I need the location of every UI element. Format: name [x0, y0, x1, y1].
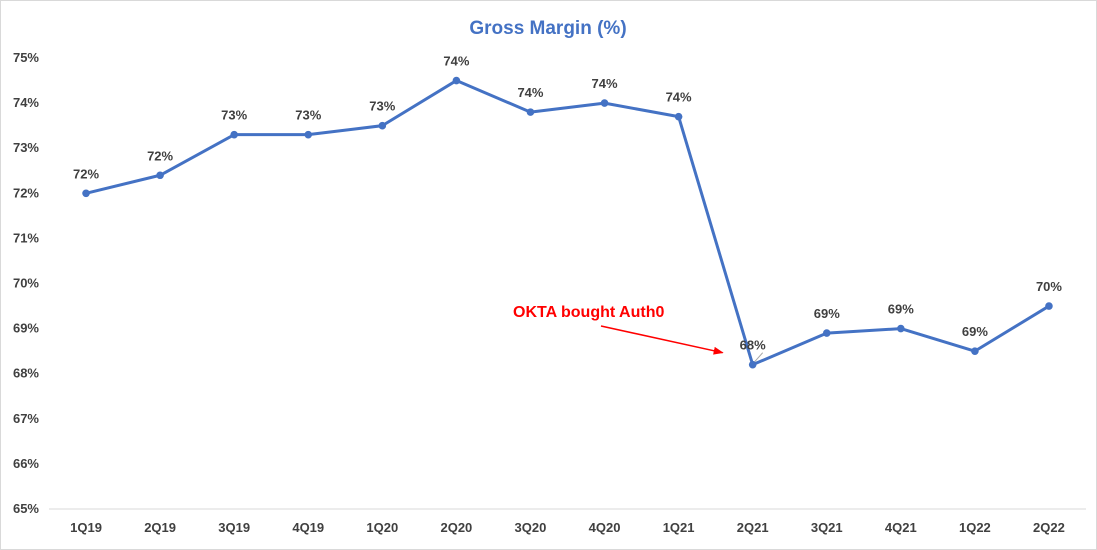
x-tick-label: 4Q19: [292, 520, 324, 535]
chart-title: Gross Margin (%): [469, 18, 626, 39]
x-tick-label: 1Q22: [959, 520, 991, 535]
x-tick-label: 1Q20: [366, 520, 398, 535]
data-point: [452, 76, 461, 85]
y-tick-label: 69%: [13, 321, 39, 336]
data-label: 69%: [814, 306, 840, 321]
data-point: [897, 324, 905, 333]
y-axis-ticks: 65% 66% 67% 68% 69% 70% 71% 72% 73% 74% 75%: [13, 50, 39, 516]
y-tick-label: 75%: [13, 50, 39, 65]
x-tick-label: 2Q19: [144, 520, 176, 535]
x-tick-label: 3Q19: [218, 520, 250, 535]
data-point: [156, 171, 164, 180]
label-leader-line: [754, 352, 764, 363]
annotation-arrow: [600, 325, 724, 355]
data-label: 73%: [295, 108, 321, 123]
data-point: [748, 360, 757, 369]
data-label: 70%: [1036, 279, 1062, 294]
data-label: 68%: [740, 338, 766, 353]
annotation-text: OKTA bought Auth0: [513, 304, 664, 321]
y-tick-label: 74%: [13, 95, 39, 110]
y-tick-label: 66%: [13, 456, 39, 471]
data-label: 74%: [666, 90, 692, 105]
y-tick-label: 68%: [13, 366, 39, 381]
data-point: [304, 130, 313, 139]
x-tick-label: 2Q21: [737, 520, 769, 535]
data-label: 72%: [147, 148, 173, 163]
data-label: 74%: [517, 85, 543, 100]
data-label: 69%: [888, 302, 914, 317]
data-label: 69%: [962, 324, 988, 339]
x-tick-label: 3Q21: [811, 520, 843, 535]
y-tick-label: 70%: [13, 276, 39, 291]
x-tick-label: 2Q20: [440, 520, 472, 535]
series-line: [85, 79, 1050, 367]
data-label: 72%: [73, 166, 99, 181]
x-tick-label: 1Q19: [70, 520, 102, 535]
x-tick-label: 3Q20: [515, 520, 547, 535]
data-point: [230, 130, 238, 139]
data-label: 73%: [369, 99, 395, 114]
series-line-group: 72% 72% 73% 73% 73% 74% 74% 74% 74% 68% 69% 69% 69% 7…: [73, 54, 1062, 369]
x-tick-label: 4Q20: [589, 520, 621, 535]
data-point: [82, 189, 90, 198]
data-point: [1045, 302, 1053, 310]
y-tick-label: 67%: [13, 411, 39, 426]
annotation-group: OKTA bought Auth0: [513, 304, 724, 355]
data-point: [600, 99, 609, 107]
data-label: 73%: [221, 108, 247, 123]
y-tick-label: 72%: [13, 185, 39, 200]
data-label: 74%: [592, 76, 618, 91]
data-point: [526, 108, 535, 116]
data-point: [822, 329, 831, 337]
x-tick-label: 1Q21: [663, 520, 695, 535]
data-point: [674, 112, 683, 121]
data-point: [971, 347, 979, 355]
x-tick-label: 4Q21: [885, 520, 917, 535]
y-tick-label: 65%: [13, 501, 39, 516]
data-point: [378, 121, 387, 130]
data-label: 74%: [443, 54, 469, 69]
y-tick-label: 73%: [13, 140, 39, 155]
x-tick-label: 2Q22: [1033, 520, 1065, 535]
x-axis-ticks: 1Q19 2Q19 3Q19 4Q19 1Q20 2Q20 3Q20 4Q20 1Q21 2Q21…: [70, 520, 1065, 535]
y-tick-label: 71%: [13, 230, 39, 245]
